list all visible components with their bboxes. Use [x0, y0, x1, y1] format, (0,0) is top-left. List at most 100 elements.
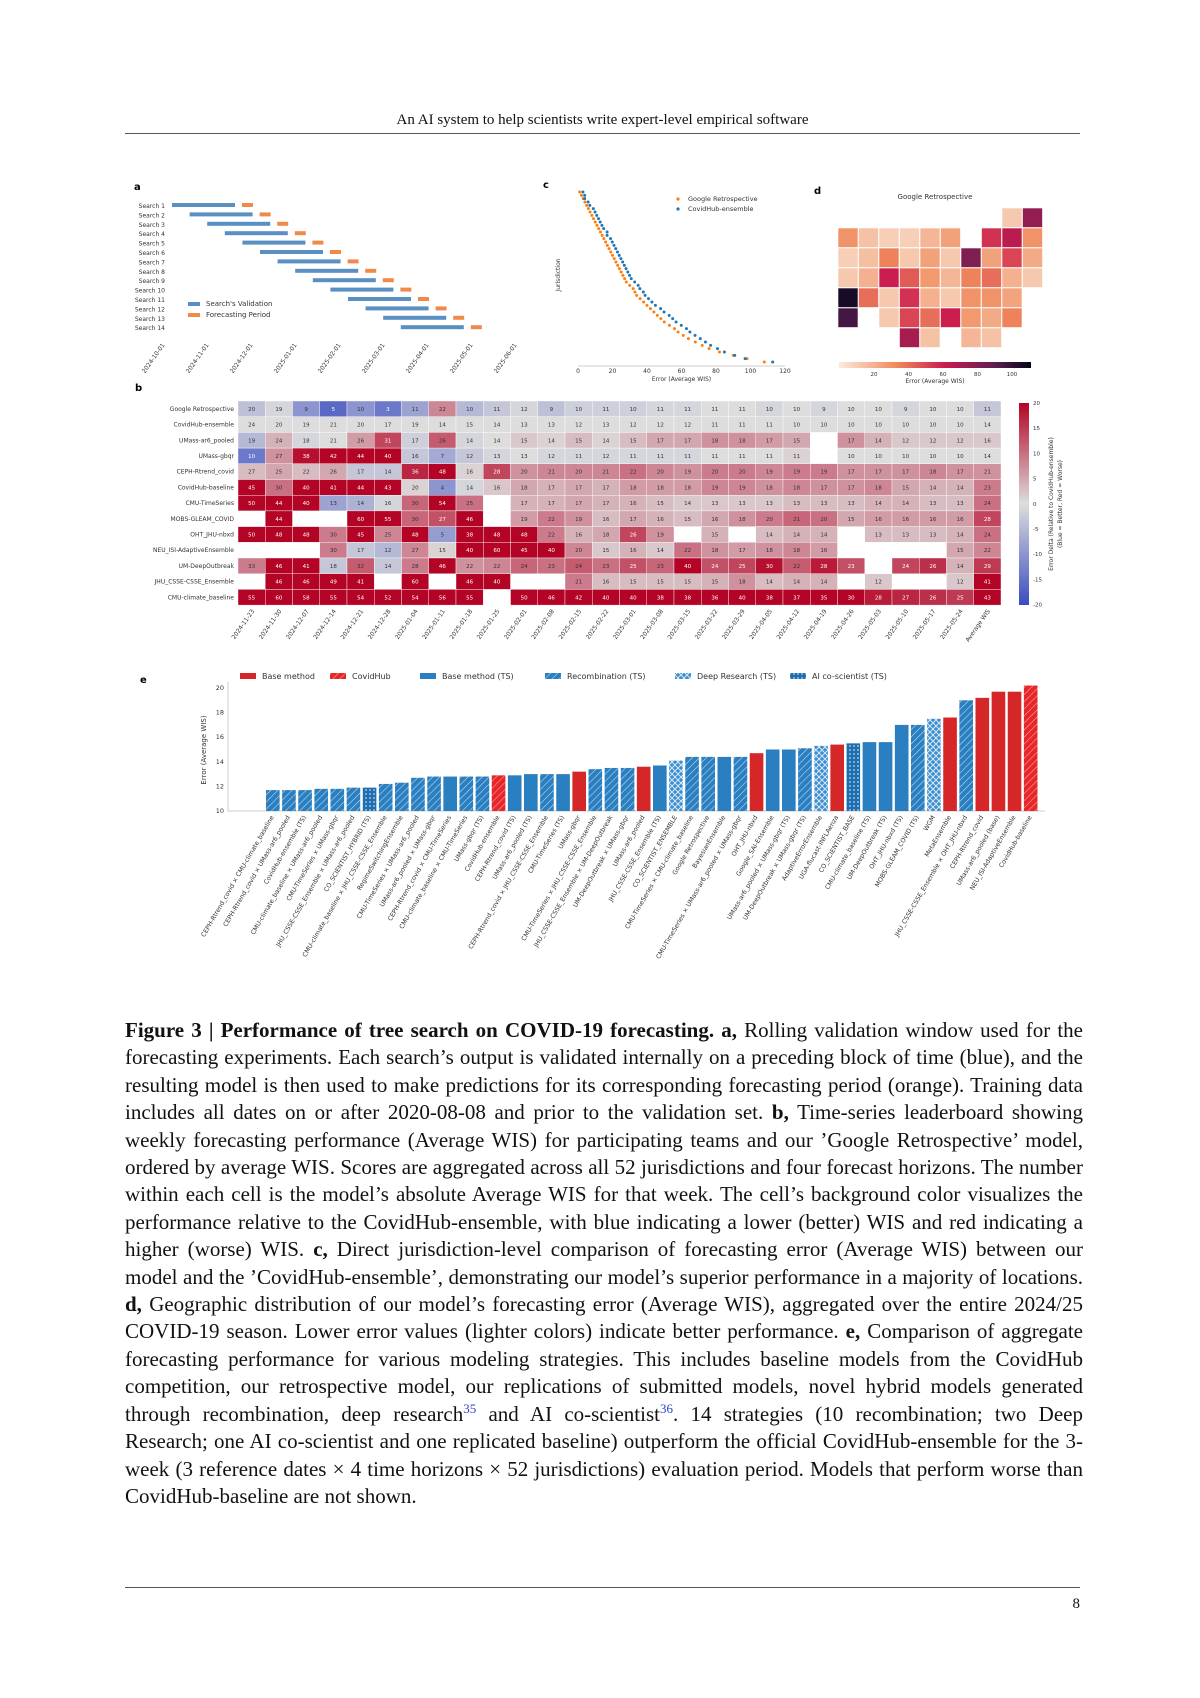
colorbar-tick: 20: [1033, 401, 1040, 407]
colorbar-tick: 15: [1033, 426, 1040, 432]
panel-c-jurisdiction-scatter: c 0 20 40 60 80 100 120 Error (Average WIS) Juris…: [543, 180, 791, 383]
heatmap-cell-value: 10: [875, 454, 882, 460]
heatmap-cell-value: 15: [684, 517, 691, 523]
heatmap-cell-value: 16: [466, 470, 473, 476]
y-tick-label: 10: [216, 807, 224, 815]
heatmap-cell-value: 10: [957, 454, 964, 460]
y-tick-label: 14: [216, 758, 224, 766]
x-axis-label: Error (Average WIS): [652, 376, 711, 383]
search-row-label: Search 11: [135, 297, 165, 304]
scatter-point-retrospective: [655, 313, 659, 317]
scatter-point-ensemble: [662, 310, 666, 314]
state-region: [878, 227, 900, 248]
heatmap-cell-value: 44: [357, 485, 364, 491]
validation-bar: [172, 203, 235, 207]
state-region: [981, 267, 1002, 288]
bar-R: [330, 788, 345, 811]
scatter-point-retrospective: [595, 223, 599, 227]
heatmap-cell-value: 17: [875, 470, 882, 476]
scatter-point-ensemble: [716, 347, 719, 351]
heatmap-cell-value: 17: [739, 548, 746, 554]
bar-R: [588, 769, 603, 811]
heatmap-cell-value: 13: [521, 454, 528, 460]
validation-bar: [365, 306, 429, 311]
panel-label-a: a: [134, 182, 141, 193]
heatmap-cell-value: 22: [984, 548, 991, 554]
heatmap-cell-value: 12: [929, 438, 936, 444]
x-tick-label: 2024-10-01: [141, 342, 167, 375]
figure-3: a Search 1 Search 2 Search 3 Search 4 Search …: [134, 180, 1064, 960]
heatmap-cell-value: 36: [412, 470, 419, 476]
heatmap-cell-value: 11: [711, 407, 718, 413]
scatter-point-retrospective: [673, 327, 677, 331]
heatmap-cell-value: 18: [929, 470, 936, 476]
heatmap-cell-value: 24: [275, 438, 282, 444]
heatmap-cell-value: 20: [820, 517, 827, 523]
heatmap-cell-value: 16: [820, 548, 827, 554]
heatmap-cell-value: 21: [793, 517, 800, 523]
heatmap-column-label: 2025-01-11: [421, 608, 447, 641]
heatmap-cell-value: 36: [711, 595, 718, 601]
heatmap-cell-value: 13: [929, 532, 936, 538]
heatmap-cell-value: 7: [441, 454, 445, 460]
scatter-point-retrospective: [693, 340, 697, 344]
heatmap-cell-value: 10: [875, 423, 882, 429]
heatmap-cell-value: 27: [412, 548, 419, 554]
heatmap-column-label: 2024-12-14: [312, 608, 338, 641]
heatmap-cell-value: 48: [493, 532, 500, 538]
heatmap-cell-value: 11: [493, 407, 500, 413]
bar-T: [765, 749, 780, 811]
x-tick-label: 100: [745, 368, 757, 375]
heatmap-cell-value: 40: [548, 548, 555, 554]
heatmap-cell-value: 13: [602, 423, 609, 429]
caption-bold-text: a,: [721, 1018, 737, 1042]
colorbar-tick: 10: [1033, 451, 1040, 457]
citation-reference[interactable]: 36: [659, 1400, 673, 1416]
heatmap-column-label: 2025-05-17: [912, 608, 938, 641]
heatmap-cell-value: 10: [929, 423, 936, 429]
heatmap-cell-value: 10: [957, 423, 964, 429]
heatmap-cell-value: 55: [466, 595, 473, 601]
state-region: [981, 287, 1002, 308]
heatmap-cell-value: 15: [957, 548, 964, 554]
heatmap-cell-value: 15: [439, 548, 446, 554]
heatmap-cell-value: 25: [957, 595, 964, 601]
x-tick-label: 120: [779, 368, 791, 375]
heatmap-cell-value: 21: [984, 470, 991, 476]
bar-D: [814, 745, 828, 811]
heatmap-cell-value: 14: [548, 438, 555, 444]
scatter-point-retrospective: [667, 323, 671, 327]
bar-R: [314, 788, 328, 811]
validation-bar: [348, 297, 411, 301]
heatmap-cell-value: 17: [684, 438, 691, 444]
heatmap-cell-value: 27: [275, 454, 282, 460]
heatmap-cell-value: 23: [602, 564, 609, 570]
heatmap-cell-value: 10: [357, 407, 364, 413]
scatter-point-retrospective: [583, 200, 587, 204]
heatmap-cell-value: 16: [630, 548, 637, 554]
forecast-bar: [400, 287, 412, 292]
heatmap-cell-value: 13: [521, 423, 528, 429]
heatmap-cell-value: 42: [575, 595, 582, 601]
heatmap-cell-value: 17: [357, 470, 364, 476]
heatmap-cell-value: 60: [412, 580, 419, 586]
citation-reference[interactable]: 35: [463, 1400, 477, 1416]
scatter-point-retrospective: [619, 270, 623, 274]
x-tick-label: 40: [643, 368, 651, 375]
heatmap-cell-value: 21: [548, 470, 555, 476]
state-region: [960, 267, 982, 288]
forecast-bar: [259, 212, 271, 217]
heatmap-cell-value: 46: [303, 580, 310, 586]
bar-B: [943, 717, 957, 811]
colorbar-tick: -5: [1033, 527, 1039, 533]
heatmap-cell-value: 18: [711, 548, 718, 554]
scatter-point-ensemble: [610, 240, 614, 244]
scatter-point-retrospective: [607, 247, 611, 251]
heatmap-cell-value: 48: [303, 532, 310, 538]
heatmap-column-label: 2025-02-15: [558, 608, 584, 641]
bar-C: [491, 775, 506, 811]
heatmap-cell-value: 26: [357, 438, 364, 444]
heatmap-cell-value: 46: [275, 564, 282, 570]
heatmap-cell-value: 19: [739, 485, 746, 491]
heatmap-cell-value: 10: [848, 423, 855, 429]
